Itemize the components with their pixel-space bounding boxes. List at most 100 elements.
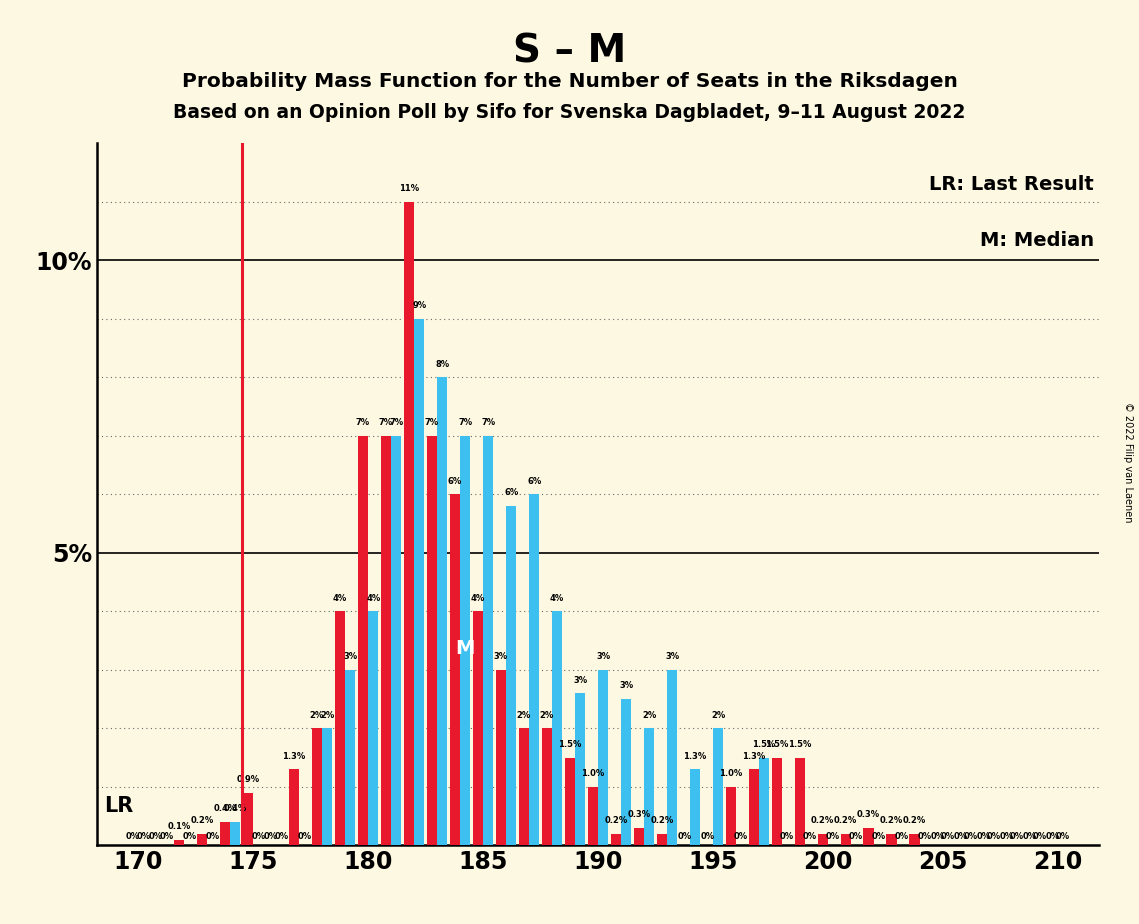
Text: LR: LR [104, 796, 133, 816]
Text: 0.2%: 0.2% [834, 816, 858, 825]
Text: 2%: 2% [540, 711, 554, 720]
Bar [690, 770, 700, 845]
Bar [886, 833, 896, 845]
Text: 0%: 0% [780, 832, 794, 841]
Bar [518, 728, 528, 845]
Text: 0%: 0% [1023, 832, 1036, 841]
Text: Based on an Opinion Poll by Sifo for Svenska Dagbladet, 9–11 August 2022: Based on an Opinion Poll by Sifo for Sve… [173, 103, 966, 123]
Text: 0%: 0% [803, 832, 817, 841]
Text: 4%: 4% [550, 593, 564, 602]
Text: 1.5%: 1.5% [765, 740, 788, 748]
Bar [542, 728, 552, 845]
Text: 7%: 7% [481, 418, 495, 427]
Text: 0%: 0% [126, 832, 140, 841]
Text: 3%: 3% [494, 652, 508, 662]
Bar [415, 319, 425, 845]
Text: 2%: 2% [642, 711, 656, 720]
Bar [460, 436, 470, 845]
Bar [335, 612, 345, 845]
Text: 0.2%: 0.2% [880, 816, 903, 825]
Text: 0%: 0% [137, 832, 150, 841]
Text: 0%: 0% [964, 832, 978, 841]
Text: 0%: 0% [700, 832, 715, 841]
Text: 0%: 0% [182, 832, 196, 841]
Text: 0%: 0% [931, 832, 944, 841]
Bar [818, 833, 828, 845]
Text: 0.9%: 0.9% [237, 775, 260, 784]
Text: 3%: 3% [343, 652, 358, 662]
Text: 0.4%: 0.4% [223, 804, 247, 813]
Bar [427, 436, 437, 845]
Text: 1.0%: 1.0% [581, 769, 605, 778]
Text: 0.2%: 0.2% [811, 816, 834, 825]
Text: 7%: 7% [390, 418, 403, 427]
Bar [644, 728, 654, 845]
Bar [656, 833, 667, 845]
Text: 0.3%: 0.3% [628, 810, 650, 820]
Text: 0.2%: 0.2% [604, 816, 628, 825]
Text: 0%: 0% [941, 832, 954, 841]
Bar [565, 758, 575, 845]
Text: 0.1%: 0.1% [167, 821, 190, 831]
Text: 3%: 3% [620, 681, 633, 690]
Bar [437, 377, 448, 845]
Bar [358, 436, 368, 845]
Bar [243, 793, 253, 845]
Text: 9%: 9% [412, 301, 426, 310]
Bar [863, 828, 874, 845]
Text: 8%: 8% [435, 359, 449, 369]
Text: 0%: 0% [986, 832, 1001, 841]
Text: 6%: 6% [505, 488, 518, 497]
Text: 6%: 6% [448, 477, 462, 486]
Text: 0%: 0% [734, 832, 748, 841]
Text: 0.3%: 0.3% [858, 810, 880, 820]
Text: 0%: 0% [918, 832, 932, 841]
Bar [450, 494, 460, 845]
Text: 0.2%: 0.2% [650, 816, 673, 825]
Text: 2%: 2% [711, 711, 726, 720]
Bar [795, 758, 805, 845]
Text: 7%: 7% [355, 418, 370, 427]
Bar [483, 436, 493, 845]
Text: 0.4%: 0.4% [213, 804, 237, 813]
Bar [726, 787, 736, 845]
Text: 1.5%: 1.5% [558, 740, 582, 748]
Bar [575, 693, 585, 845]
Text: 0.2%: 0.2% [190, 816, 214, 825]
Text: 0.2%: 0.2% [903, 816, 926, 825]
Bar [289, 770, 300, 845]
Bar [197, 833, 207, 845]
Bar [598, 670, 608, 845]
Bar [380, 436, 391, 845]
Text: 3%: 3% [596, 652, 611, 662]
Text: 0%: 0% [953, 832, 968, 841]
Text: 4%: 4% [333, 593, 347, 602]
Text: 0%: 0% [149, 832, 163, 841]
Bar [230, 822, 240, 845]
Text: 0%: 0% [297, 832, 311, 841]
Bar [713, 728, 723, 845]
Text: 3%: 3% [573, 675, 588, 685]
Text: 0%: 0% [252, 832, 265, 841]
Text: 3%: 3% [665, 652, 679, 662]
Bar [403, 201, 415, 845]
Bar [611, 833, 621, 845]
Bar [621, 699, 631, 845]
Bar [588, 787, 598, 845]
Text: 2%: 2% [320, 711, 335, 720]
Text: 1.3%: 1.3% [282, 751, 305, 760]
Text: 11%: 11% [399, 184, 419, 193]
Bar [220, 822, 230, 845]
Bar [312, 728, 322, 845]
Text: 6%: 6% [527, 477, 541, 486]
Bar [841, 833, 851, 845]
Text: 0%: 0% [826, 832, 841, 841]
Bar [368, 612, 378, 845]
Text: 0%: 0% [1010, 832, 1024, 841]
Text: 4%: 4% [470, 593, 485, 602]
Bar [345, 670, 355, 845]
Text: 0%: 0% [895, 832, 909, 841]
Text: 7%: 7% [379, 418, 393, 427]
Text: 7%: 7% [458, 418, 473, 427]
Bar [495, 670, 506, 845]
